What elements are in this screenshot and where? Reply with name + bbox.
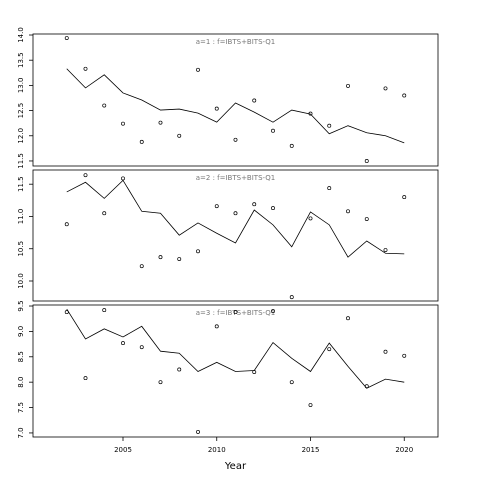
y-tick-label: 14.0 (17, 27, 25, 43)
data-point (83, 173, 88, 178)
data-point (271, 128, 275, 133)
y-tick-label: 10.5 (17, 241, 25, 257)
data-point (158, 255, 163, 260)
data-point (102, 211, 107, 216)
y-tick-label: 11.5 (17, 176, 25, 192)
data-point (64, 36, 69, 40)
data-point (308, 216, 313, 221)
y-tick-label: 7.0 (17, 427, 25, 438)
panel-title: a=2 : f=IBTS+BITS-Q1 (196, 174, 276, 182)
x-tick-label: 2005 (114, 446, 132, 454)
data-point (64, 222, 69, 227)
panel-title: a=3 : f=IBTS+BITS-Q1 (196, 309, 276, 317)
data-point (364, 159, 369, 163)
fit-line (66, 68, 405, 144)
data-point (214, 204, 219, 209)
data-point (289, 295, 294, 300)
data-point (402, 353, 407, 358)
y-tick-label: 12.5 (17, 103, 25, 119)
data-point (121, 121, 125, 126)
data-point (383, 86, 388, 91)
y-tick-label: 7.5 (17, 402, 25, 413)
data-point (214, 324, 219, 329)
y-tick-label: 13.0 (17, 78, 25, 94)
y-tick-label: 11.0 (17, 209, 25, 225)
data-point (102, 308, 107, 313)
data-point (402, 195, 407, 200)
data-point (158, 120, 163, 125)
data-point (102, 103, 107, 108)
data-point (233, 310, 238, 315)
panel-frame (32, 33, 439, 167)
data-point (289, 380, 294, 385)
fit-line (66, 308, 405, 389)
data-point (177, 257, 182, 262)
data-point (327, 347, 332, 352)
data-point (121, 341, 125, 346)
y-tick-label: 9.0 (17, 326, 25, 337)
data-point (327, 123, 332, 128)
data-point (196, 67, 200, 72)
data-point (196, 249, 200, 254)
data-point (139, 345, 144, 350)
data-point (346, 83, 350, 88)
data-point (383, 248, 388, 252)
y-tick-label: 9.5 (17, 300, 25, 311)
data-point (158, 380, 163, 385)
data-point (289, 143, 294, 148)
data-point (364, 217, 369, 221)
data-point (271, 309, 275, 314)
y-tick-label: 13.5 (17, 52, 25, 68)
data-point (139, 264, 144, 269)
x-tick-label: 2020 (395, 446, 413, 454)
data-point (83, 66, 88, 71)
y-tick-label: 11.5 (17, 153, 25, 169)
y-tick-label: 8.5 (17, 351, 25, 362)
data-point (252, 202, 257, 207)
data-point (271, 206, 275, 211)
data-point (83, 376, 88, 381)
x-axis-label: Year (224, 461, 247, 472)
data-point (214, 106, 219, 111)
data-point (346, 209, 350, 214)
data-point (233, 211, 238, 216)
x-tick-label: 2015 (302, 446, 320, 454)
panel-title: a=1 : f=IBTS+BITS-Q1 (196, 38, 276, 46)
data-point (346, 316, 350, 321)
data-point (402, 93, 407, 98)
fit-line (66, 179, 405, 258)
data-point (177, 133, 182, 138)
data-point (121, 176, 125, 181)
x-tick-label: 2010 (208, 446, 226, 454)
data-point (233, 137, 238, 142)
panel-frame (32, 304, 439, 438)
y-tick-label: 8.0 (17, 377, 25, 388)
data-point (139, 139, 144, 144)
data-point (196, 429, 200, 434)
data-point (252, 98, 257, 103)
panel-frame (32, 169, 439, 302)
y-tick-label: 12.0 (17, 128, 25, 144)
data-point (177, 367, 182, 372)
data-point (308, 403, 313, 407)
data-point (327, 186, 332, 191)
data-point (383, 349, 388, 354)
y-tick-label: 10.0 (17, 273, 25, 289)
